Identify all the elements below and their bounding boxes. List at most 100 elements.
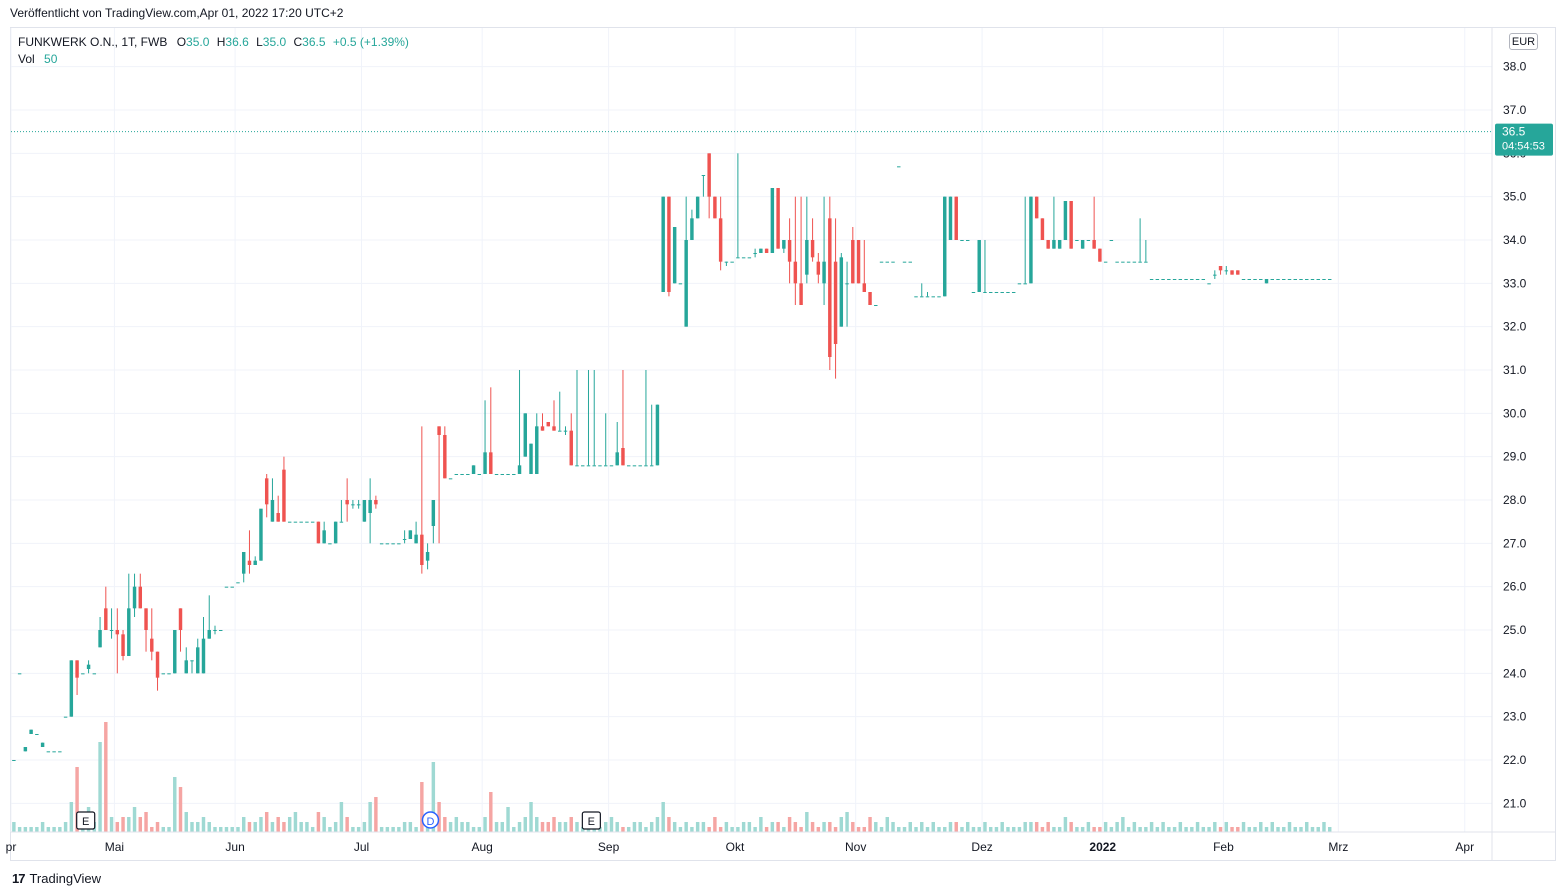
volume-bar [512, 827, 516, 832]
candle-body [684, 240, 688, 327]
candle-body [799, 283, 803, 305]
tradingview-footer[interactable]: 17 TradingView [12, 871, 101, 886]
currency-button[interactable]: EUR [1509, 33, 1538, 50]
volume-bar [626, 827, 631, 832]
candle-body [35, 734, 39, 735]
volume-bar [1126, 827, 1131, 832]
candle-body [535, 426, 539, 474]
candle-body [333, 521, 338, 544]
candle-body [1218, 266, 1223, 271]
volume-bar [1006, 827, 1010, 832]
volume-bar [1149, 822, 1154, 832]
volume-bar [1218, 827, 1223, 832]
y-tick-label: 29.0 [1503, 450, 1527, 464]
candle-body [856, 240, 861, 284]
candle-body [897, 166, 901, 168]
volume-bar [247, 822, 252, 832]
volume-bar [563, 822, 568, 832]
volume-bar [287, 817, 292, 832]
legend-open: 35.0 [186, 35, 210, 49]
volume-bar [552, 817, 556, 832]
volume-bar [713, 817, 717, 832]
volume-bar [351, 827, 355, 832]
volume-bar [138, 817, 143, 832]
volume-bar [1080, 827, 1085, 832]
volume-bar [736, 827, 740, 832]
legend-high-label: H [216, 35, 226, 49]
candle-body [948, 196, 953, 240]
volume-bar [770, 822, 775, 832]
volume-bar [310, 827, 315, 832]
volume-bar [443, 817, 447, 832]
tradingview-brand: TradingView [29, 871, 102, 886]
candle-body [374, 500, 378, 505]
candle-body [759, 248, 763, 253]
volume-bar [483, 817, 487, 832]
candle-body [914, 296, 918, 298]
candle-body [471, 465, 476, 474]
volume-bar [690, 827, 694, 832]
volume-bar [385, 827, 390, 832]
volume-bar [506, 807, 510, 832]
candle-body [1086, 240, 1091, 241]
candle-body [184, 660, 188, 674]
volume-bar [75, 767, 79, 832]
candle-body [667, 196, 671, 292]
volume-bar [425, 827, 430, 832]
volume-bar [649, 822, 654, 832]
candle-body [155, 651, 160, 678]
volume-bar [1213, 822, 1217, 832]
volume-bar [115, 822, 120, 832]
earnings-event-icon[interactable] [76, 811, 96, 830]
overlay-layer: E D E 36.5 04:54:53 [11, 123, 1553, 830]
candle-body [1236, 270, 1240, 275]
y-tick-label: 26.0 [1503, 580, 1527, 594]
volume-bar [971, 827, 976, 832]
volume-bar [655, 817, 660, 832]
candle-body [885, 261, 890, 263]
volume-bar [816, 827, 821, 832]
y-tick-label: 37.0 [1503, 103, 1527, 117]
event-marker-label: E [588, 816, 595, 828]
volume-bar [466, 822, 470, 832]
volume-bar [908, 822, 912, 832]
candle-body [1195, 279, 1200, 280]
candle-body [1046, 240, 1050, 249]
candle-body [1103, 261, 1108, 263]
volume-bar [333, 822, 338, 832]
candle-body [443, 435, 447, 479]
candle-layer [12, 153, 1332, 761]
candle-body [540, 426, 545, 431]
volume-bar [219, 827, 223, 832]
candle-body [425, 552, 430, 561]
candle-body [718, 218, 723, 262]
volume-bar [529, 802, 533, 832]
candle-body [230, 586, 234, 588]
last-price-value: 36.5 [1502, 125, 1526, 139]
dividend-event-icon[interactable] [421, 811, 440, 829]
earnings-event-icon[interactable] [581, 811, 601, 830]
candle-body [305, 521, 309, 523]
candle-body [299, 521, 303, 523]
candle-body [282, 469, 286, 522]
candle-body [385, 543, 390, 545]
candle-body [724, 261, 729, 263]
candle-body [17, 673, 22, 675]
volume-bar [1034, 822, 1039, 832]
volume-bar [270, 822, 275, 832]
candle-body [764, 248, 769, 253]
volume-bar [127, 817, 131, 832]
x-tick-label: Mrz [1328, 840, 1348, 854]
volume-bar [190, 822, 194, 832]
volume-bar [259, 817, 263, 832]
candle-body [201, 638, 206, 674]
candle-body [707, 153, 711, 197]
candle-body [29, 729, 33, 734]
legend-low-label: L [256, 35, 263, 49]
y-tick-label: 22.0 [1503, 753, 1527, 767]
candle-body [626, 465, 631, 467]
volume-bar [328, 827, 332, 832]
volume-bar [810, 822, 815, 832]
volume-bar [1023, 822, 1027, 832]
